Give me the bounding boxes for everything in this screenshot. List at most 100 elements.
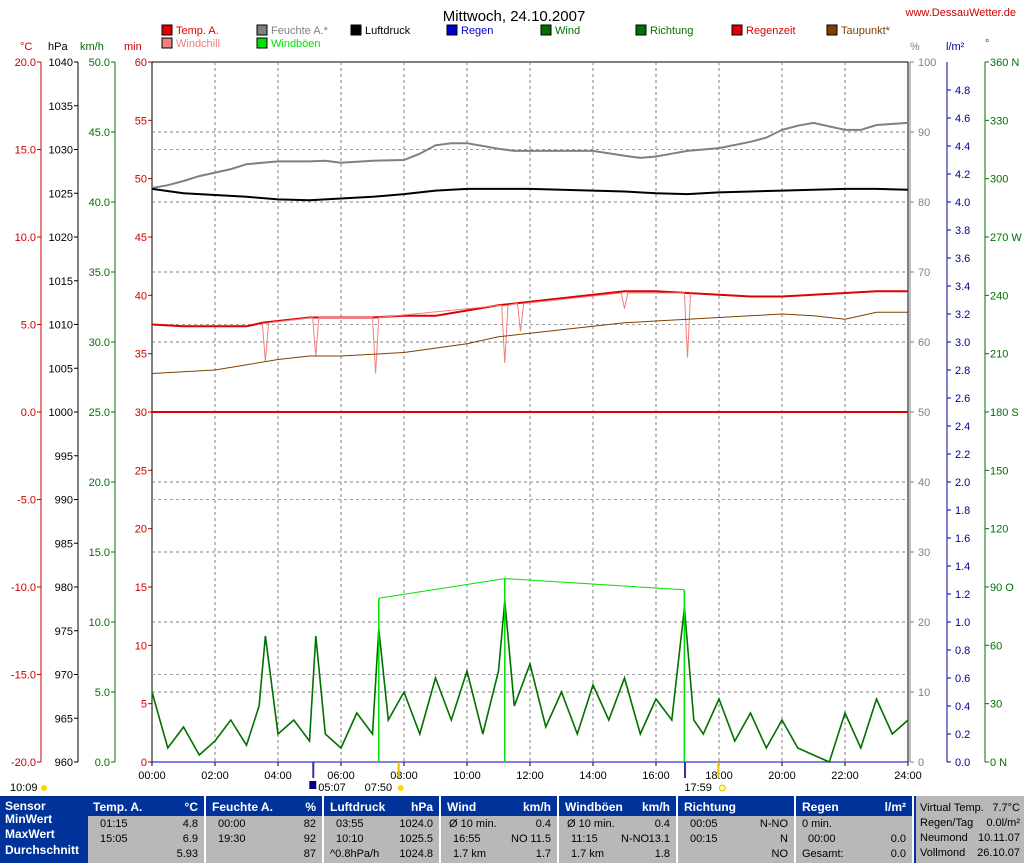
time-axis-label: 22:00 xyxy=(831,770,859,782)
minutes-axis-tick-label: 45 xyxy=(135,232,147,244)
website-link[interactable]: www.DessauWetter.de xyxy=(905,7,1016,19)
full-moon-value: 26.10.07 xyxy=(977,847,1020,859)
full-moon-label: Vollmond xyxy=(920,847,966,859)
wind-axis-tick-label: 5.0 xyxy=(95,687,110,699)
temp-min-time: 01:15 xyxy=(100,818,128,830)
direction-axis-tick-label: 330 xyxy=(990,115,1008,127)
minutes-axis-tick-label: 60 xyxy=(135,57,147,69)
legend-swatch xyxy=(256,37,268,49)
pressure-unit-label: hPa xyxy=(48,41,68,53)
rain-axis-tick-label: 4.2 xyxy=(955,169,970,181)
humidity-axis-tick-label: 100 xyxy=(918,57,936,69)
legend-swatch xyxy=(446,24,458,36)
pressure-axis-tick-label: 965 xyxy=(55,713,73,725)
rain-max-time: 00:00 xyxy=(808,833,836,845)
wind-axis-tick-label: 40.0 xyxy=(89,197,110,209)
rain-per-day-value: 0.0l/m² xyxy=(986,817,1020,829)
rain-axis-tick-label: 2.8 xyxy=(955,365,970,377)
temp-axis-tick-label: 20.0 xyxy=(15,57,36,69)
rain-axis-tick-label: 2.0 xyxy=(955,477,970,489)
wind-unit: km/h xyxy=(522,800,551,814)
minutes-axis-tick-label: 20 xyxy=(135,524,147,536)
time-axis-label: 10:00 xyxy=(453,770,481,782)
legend-label: Taupunkt* xyxy=(841,25,891,37)
time-axis-label: 06:00 xyxy=(327,770,355,782)
pressure-axis-tick-label: 1040 xyxy=(49,57,73,69)
wind-max-direction: NO xyxy=(511,833,528,845)
legend-swatch xyxy=(256,24,268,36)
rain-axis-tick-label: 1.8 xyxy=(955,505,970,517)
astro-info: 10:09 05:07 07:50 17:59 xyxy=(10,762,726,794)
time-axis-label: 00:00 xyxy=(138,770,166,782)
direction-column: Richtung 00:05 N-NO 00:15 N NO xyxy=(678,796,796,863)
gusts-distance: 1.7 km xyxy=(571,848,605,860)
rain-axis-tick-label: 0.4 xyxy=(955,701,970,713)
temp-axis-tick-label: 0.0 xyxy=(21,407,36,419)
temp-column: Temp. A. °C 01:15 4.8 15:05 6.9 5.93 xyxy=(88,796,206,863)
pressure-min-time: 03:55 xyxy=(336,818,364,830)
legend-label: Richtung xyxy=(650,25,693,37)
minutes-axis-tick-label: 35 xyxy=(135,349,147,361)
legend-swatch xyxy=(731,24,743,36)
pressure-axis-tick-label: 1020 xyxy=(49,232,73,244)
pressure-axis-tick-label: 975 xyxy=(55,626,73,638)
pressure-axis-tick-label: 970 xyxy=(55,670,73,682)
sensor-header: Sensor xyxy=(5,799,46,813)
legend-label: Temp. A. xyxy=(176,25,219,37)
rain-total-label: Gesamt: xyxy=(802,848,844,860)
wind-axis-tick-label: 35.0 xyxy=(89,267,110,279)
direction-unit-label: ° xyxy=(985,38,989,50)
rain-axis-tick-label: 4.4 xyxy=(955,141,970,153)
statistics-table: Sensor MinWert MaxWert Durchschnitt Temp… xyxy=(0,796,1024,863)
direction-max-time: 00:15 xyxy=(690,833,718,845)
humidity-axis-tick-label: 90 xyxy=(918,127,930,139)
wind-row1-label: Ø 10 min. xyxy=(449,818,497,830)
humidity-column: Feuchte A.% 00:00 82 19:30 92 87 xyxy=(206,796,324,863)
gusts-avg-value: 1.8 xyxy=(654,848,670,860)
direction-axis-tick-label: 0 N xyxy=(990,757,1007,769)
pressure-axis-tick-label: 995 xyxy=(55,451,73,463)
direction-min-time: 00:05 xyxy=(690,818,718,830)
direction-max-value: N xyxy=(780,833,788,845)
rain-axis-tick-label: 0.0 xyxy=(955,757,970,769)
wind-header: Wind xyxy=(447,800,477,814)
rain-axis-tick-label: 0.2 xyxy=(955,729,970,741)
legend-swatch xyxy=(635,24,647,36)
humidity-axis-tick-label: 0 xyxy=(918,757,924,769)
rain-header: Regen xyxy=(802,800,839,814)
minutes-axis-tick-label: 50 xyxy=(135,174,147,186)
humidity-avg-value: 87 xyxy=(303,848,316,860)
wind-axis-tick-label: 15.0 xyxy=(89,547,110,559)
rain-axis-tick-label: 2.6 xyxy=(955,393,970,405)
direction-min-value: N-NO xyxy=(759,818,788,830)
minutes-unit-label: min xyxy=(124,41,142,53)
legend-label: Regenzeit xyxy=(746,25,796,37)
temp-header: Temp. A. xyxy=(93,800,143,814)
humidity-axis-tick-label: 10 xyxy=(918,687,930,699)
humidity-axis-tick-label: 60 xyxy=(918,337,930,349)
pressure-axis-tick-label: 985 xyxy=(55,538,73,550)
rain-axis-tick-label: 3.4 xyxy=(955,281,970,293)
pressure-column: Luftdruck hPa 03:55 1024.0 10:10 1025.5 ^… xyxy=(324,796,441,863)
direction-axis-tick-label: 120 xyxy=(990,524,1008,536)
temp-unit: °C xyxy=(184,800,198,814)
gusts-max-direction: N-NO xyxy=(621,833,650,845)
series-temp-a xyxy=(151,290,908,328)
sensor-column: Sensor MinWert MaxWert Durchschnitt xyxy=(0,796,86,863)
gusts-unit: km/h xyxy=(641,800,670,814)
rain-axis-tick-label: 3.2 xyxy=(955,309,970,321)
rain-duration: 0 min. xyxy=(802,818,832,830)
gusts-column: Windböen km/h Ø 10 min. 0.4 11:15 N-NO 13… xyxy=(559,796,678,863)
temp-min-value: 4.8 xyxy=(182,818,198,830)
rain-axis-tick-label: 1.2 xyxy=(955,589,970,601)
pressure-axis-tick-label: 1030 xyxy=(49,145,73,157)
minutes-axis-tick-label: 15 xyxy=(135,582,147,594)
virtual-temp-value: 7.7°C xyxy=(992,802,1020,814)
minutes-axis-tick-label: 0 xyxy=(141,757,147,769)
pressure-unit: hPa xyxy=(410,800,433,814)
wind-column: Wind km/h Ø 10 min. 0.4 16:55 NO 11.5 1.7… xyxy=(441,796,559,863)
gusts-header: Windböen xyxy=(565,800,623,814)
rain-axis-tick-label: 4.6 xyxy=(955,113,970,125)
rain-axis-tick-label: 1.6 xyxy=(955,533,970,545)
new-moon-value: 10.11.07 xyxy=(977,832,1020,844)
